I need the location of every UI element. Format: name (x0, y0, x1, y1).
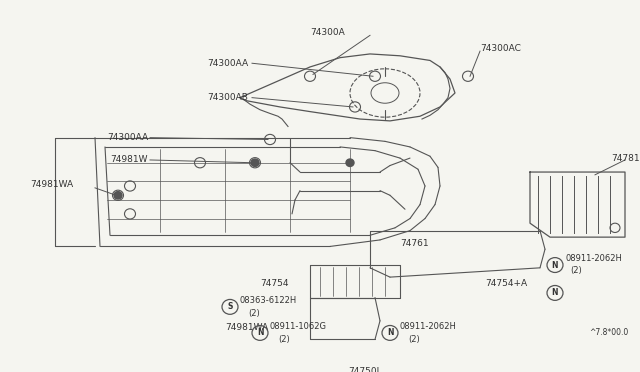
Text: 74761: 74761 (400, 239, 429, 248)
Text: N: N (257, 328, 263, 337)
Text: 74781: 74781 (611, 154, 640, 163)
Text: 74300AA: 74300AA (107, 133, 148, 142)
Text: 74300AB: 74300AB (207, 93, 248, 102)
Text: 74750J: 74750J (348, 368, 380, 372)
Text: N: N (552, 288, 558, 298)
Text: (2): (2) (408, 335, 420, 344)
Text: (2): (2) (278, 335, 290, 344)
Text: ^7.8*00.0: ^7.8*00.0 (589, 328, 628, 337)
Text: 74300AC: 74300AC (480, 44, 521, 53)
Text: N: N (552, 260, 558, 270)
Circle shape (346, 159, 354, 166)
Text: N: N (387, 328, 393, 337)
Text: 74300A: 74300A (310, 28, 345, 37)
Text: 74754: 74754 (260, 279, 289, 288)
Text: 74981WA: 74981WA (30, 180, 73, 189)
Text: (2): (2) (248, 309, 260, 318)
Text: 74981WA: 74981WA (225, 323, 268, 332)
Text: 08911-2062H: 08911-2062H (565, 254, 622, 263)
Text: 74754+A: 74754+A (485, 279, 527, 288)
Text: 08363-6122H: 08363-6122H (240, 296, 297, 305)
Text: 08911-1062G: 08911-1062G (270, 322, 327, 331)
Text: (2): (2) (570, 266, 582, 275)
Text: 74300AA: 74300AA (207, 59, 248, 68)
Text: 74981W: 74981W (111, 155, 148, 164)
Circle shape (114, 192, 122, 199)
Circle shape (251, 159, 259, 166)
Text: 08911-2062H: 08911-2062H (400, 322, 457, 331)
Text: S: S (227, 302, 233, 311)
